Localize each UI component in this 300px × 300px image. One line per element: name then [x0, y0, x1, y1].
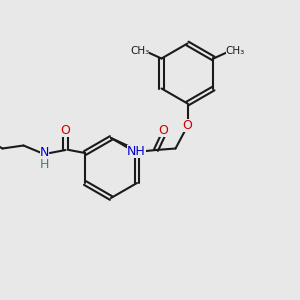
Text: O: O	[183, 119, 192, 133]
Text: CH₃: CH₃	[226, 46, 245, 56]
Text: N: N	[40, 146, 49, 160]
Text: CH₃: CH₃	[130, 46, 149, 56]
Text: H: H	[40, 158, 49, 172]
Text: O: O	[61, 124, 70, 137]
Text: O: O	[159, 124, 168, 137]
Text: NH: NH	[127, 145, 146, 158]
